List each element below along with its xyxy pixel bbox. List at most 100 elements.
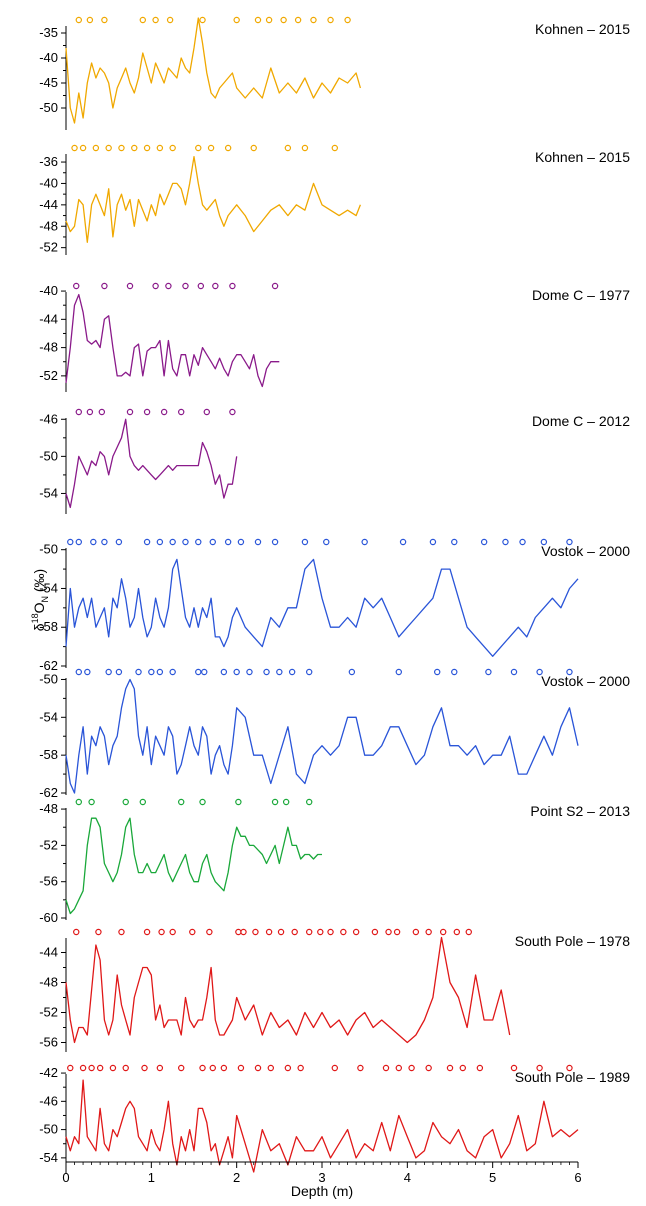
sample-marker [143, 144, 151, 152]
sample-marker [141, 1064, 148, 1072]
plot-layer: -35 -40 -45 -50 Kohnen – 2015 -36 -40 -44 -48 -52… [39, 16, 630, 1185]
sample-marker [71, 144, 78, 152]
sample-marker [139, 16, 146, 24]
y-tick-label: -62 [39, 785, 58, 800]
sample-marker [519, 538, 526, 546]
panel-title: Vostok – 2000 [541, 543, 630, 559]
sample-marker [254, 16, 262, 24]
sample-marker [79, 144, 87, 152]
sample-marker [73, 282, 80, 290]
sample-marker [195, 538, 202, 546]
sample-marker [101, 538, 108, 546]
sample-marker [385, 928, 392, 936]
y-tick-label: -40 [39, 50, 58, 65]
y-tick-label: -45 [39, 75, 58, 90]
sample-marker [271, 798, 279, 806]
sample-marker [207, 144, 215, 152]
x-axis-title: Depth (m) [291, 1183, 353, 1199]
sample-marker [327, 928, 334, 936]
sample-marker [566, 538, 573, 546]
sample-marker [182, 282, 189, 290]
sample-marker [344, 16, 351, 24]
sample-marker [301, 144, 309, 152]
sample-marker [371, 928, 379, 936]
sample-marker [75, 668, 83, 676]
y-axis-title-sub: N [40, 596, 50, 603]
y-axis-title-mid: O [31, 602, 47, 613]
sample-marker [263, 668, 270, 676]
sample-marker [177, 798, 185, 806]
y-tick-label: -54 [39, 485, 58, 500]
y-tick-label: -44 [39, 197, 58, 212]
sample-marker [199, 1064, 206, 1072]
panel-5: -50 -54 -58 -62 Vostok – 2000 [39, 538, 630, 673]
sample-marker [536, 1064, 543, 1072]
y-tick-label: -52 [39, 368, 58, 383]
y-tick-label: -40 [39, 283, 58, 298]
sample-marker [75, 538, 83, 546]
sample-marker [254, 538, 262, 546]
sample-marker [233, 16, 240, 24]
sample-marker [446, 1064, 454, 1072]
y-tick-label: -46 [39, 411, 58, 426]
sample-marker [284, 144, 292, 152]
y-tick-label: -36 [39, 154, 58, 169]
series-line [65, 293, 280, 388]
sample-marker [434, 668, 441, 676]
sample-marker [122, 798, 129, 806]
sample-marker [502, 538, 509, 546]
sample-marker [451, 538, 458, 546]
sample-marker [297, 1064, 304, 1072]
y-tick-label: -50 [39, 671, 58, 686]
sample-marker [115, 668, 123, 676]
sample-marker [240, 928, 247, 936]
sample-marker [122, 1064, 129, 1072]
sample-marker [152, 282, 159, 290]
sample-marker [536, 668, 543, 676]
sample-marker [327, 16, 334, 24]
y-tick-label: -58 [39, 619, 58, 634]
sample-marker [169, 538, 176, 546]
sample-marker [250, 144, 257, 152]
y-tick-label: -60 [39, 910, 58, 925]
sample-marker [156, 538, 164, 546]
x-tick-label: 1 [148, 1170, 155, 1185]
sample-marker [271, 282, 279, 290]
sample-marker [510, 668, 518, 676]
panel-3: -40 -44 -48 -52 Dome C – 1977 [39, 282, 630, 392]
sample-marker [197, 282, 205, 290]
sample-marker [276, 668, 283, 676]
y-axis-title: δ18ON (‰) [30, 569, 50, 631]
sample-marker [352, 928, 360, 936]
sample-marker [156, 144, 164, 152]
panel-1: -35 -40 -45 -50 Kohnen – 2015 [39, 16, 630, 130]
sample-marker [393, 928, 401, 936]
sample-marker [288, 668, 296, 676]
sample-marker [160, 408, 168, 416]
x-tick-label: 2 [233, 1170, 240, 1185]
sample-marker [177, 408, 185, 416]
sample-marker [158, 928, 165, 936]
series-line [65, 1079, 579, 1173]
y-tick-label: -48 [39, 801, 58, 816]
sample-marker [206, 928, 213, 936]
sample-marker [152, 16, 159, 24]
sample-marker [96, 1064, 104, 1072]
sample-marker [485, 668, 492, 676]
panel-title: Kohnen – 2015 [535, 149, 630, 165]
panel-title: Point S2 – 2013 [530, 803, 630, 819]
y-tick-label: -44 [39, 945, 58, 960]
sample-marker [235, 798, 242, 806]
sample-marker [540, 538, 548, 546]
sample-marker [306, 928, 313, 936]
sample-marker [453, 928, 461, 936]
x-tick-label: 4 [404, 1170, 411, 1185]
sample-marker [382, 1064, 390, 1072]
sample-marker [412, 928, 420, 936]
sample-marker [237, 538, 245, 546]
y-tick-label: -54 [39, 580, 58, 595]
panel-title: Dome C – 1977 [532, 287, 630, 303]
sample-marker [101, 282, 108, 290]
sample-marker [109, 1064, 117, 1072]
